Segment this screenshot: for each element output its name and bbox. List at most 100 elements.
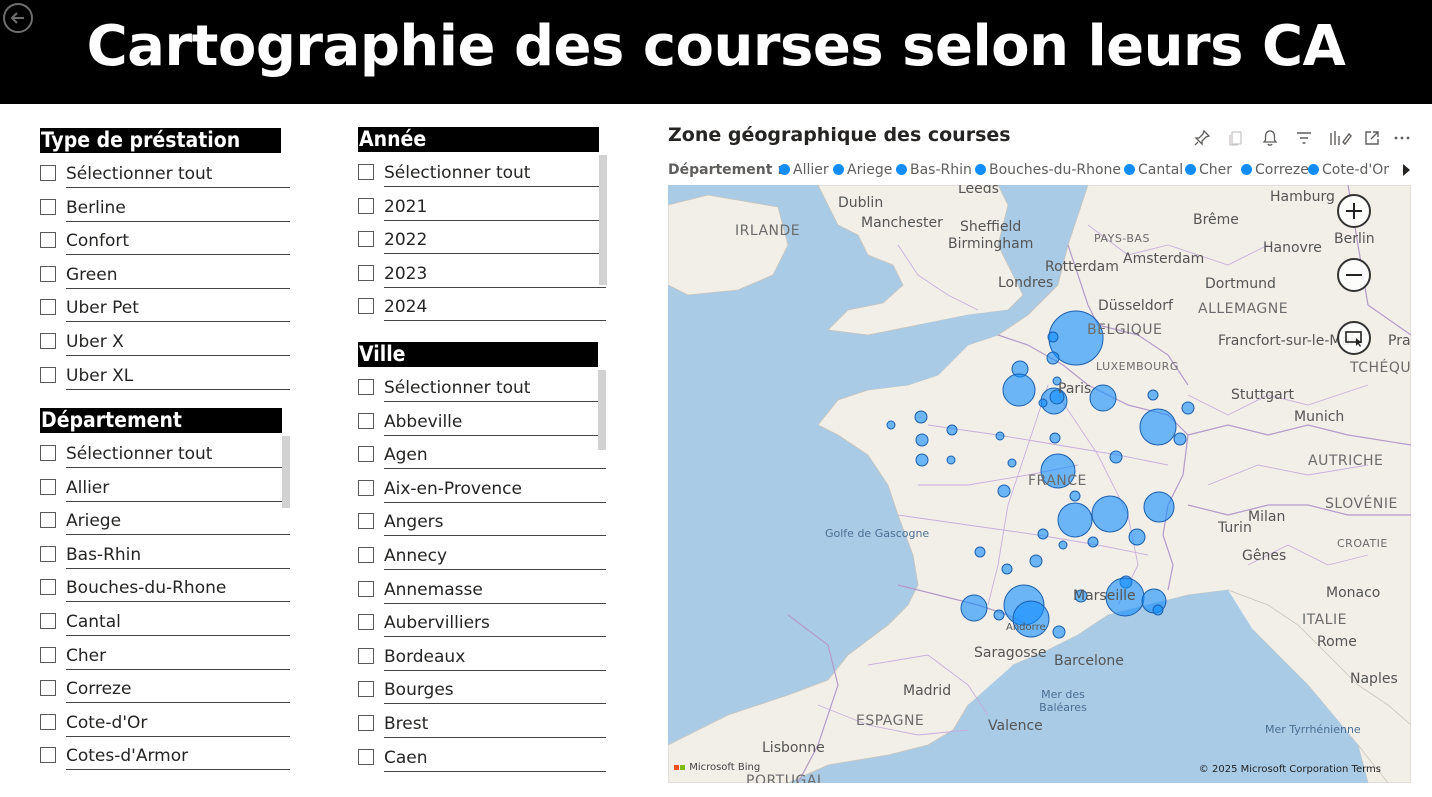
map-bubble[interactable] — [1143, 491, 1175, 523]
checkbox[interactable] — [358, 681, 374, 698]
map-bubble[interactable] — [1152, 604, 1164, 616]
slicer-option[interactable]: Bourges — [358, 677, 606, 707]
checkbox[interactable] — [40, 613, 56, 629]
checkbox[interactable] — [358, 580, 374, 597]
checkbox[interactable] — [358, 748, 374, 765]
bell-icon[interactable] — [1260, 128, 1280, 148]
more-options-icon[interactable] — [1392, 128, 1412, 148]
slicer-option[interactable]: Aubervilliers — [358, 610, 606, 640]
map-bubble[interactable] — [1038, 398, 1048, 408]
slicer-option[interactable]: Green — [40, 262, 290, 292]
map-bubble[interactable] — [1047, 331, 1059, 343]
checkbox[interactable] — [358, 547, 374, 563]
slicer-option[interactable]: Abbeville — [358, 409, 606, 439]
checkbox[interactable] — [358, 164, 374, 180]
map-bubble[interactable] — [1007, 458, 1017, 468]
zoom-out-button[interactable] — [1337, 258, 1371, 292]
map-bubble[interactable] — [1139, 408, 1177, 446]
map-bubble[interactable] — [1012, 600, 1050, 638]
slicer-option[interactable]: 2024 — [358, 294, 606, 324]
slicer-option[interactable]: Cher — [40, 643, 290, 673]
slicer-option[interactable]: Uber X — [40, 329, 290, 359]
map-bubble[interactable] — [1049, 432, 1061, 444]
checkbox[interactable] — [40, 265, 56, 282]
map-bubble[interactable] — [1046, 351, 1060, 365]
map-bubble[interactable] — [1091, 495, 1129, 533]
legend-item[interactable]: Ariege — [833, 160, 892, 180]
back-button[interactable] — [3, 3, 33, 33]
legend-next-arrow-icon[interactable] — [1403, 164, 1410, 176]
checkbox[interactable] — [358, 479, 374, 496]
checkbox[interactable] — [358, 298, 374, 315]
map-bubble[interactable] — [1037, 528, 1049, 540]
checkbox[interactable] — [358, 715, 374, 731]
slicer-option[interactable]: Annecy — [358, 543, 606, 573]
map-bubble[interactable] — [915, 453, 929, 467]
checkbox[interactable] — [40, 299, 56, 316]
slicer-option[interactable]: 2022 — [358, 227, 606, 257]
checkbox[interactable] — [40, 579, 56, 596]
slicer-scrollbar[interactable] — [599, 155, 607, 285]
checkbox[interactable] — [40, 680, 56, 697]
map-bubble[interactable] — [995, 431, 1005, 441]
map-bubble[interactable] — [1002, 373, 1036, 407]
checkbox[interactable] — [40, 646, 56, 663]
copy-icon[interactable] — [1226, 128, 1246, 148]
checkbox[interactable] — [358, 231, 374, 248]
map-bubble[interactable] — [1052, 625, 1066, 639]
slicer-option[interactable]: Uber XL — [40, 363, 290, 393]
select-area-button[interactable] — [1337, 321, 1371, 355]
select-all-option[interactable]: Sélectionner tout — [40, 441, 290, 471]
checkbox[interactable] — [358, 379, 374, 395]
map-bubble[interactable] — [1029, 554, 1043, 568]
checkbox[interactable] — [40, 545, 56, 562]
map-bubble[interactable] — [993, 609, 1005, 621]
slicer-option[interactable]: Bouches-du-Rhone — [40, 575, 290, 605]
checkbox[interactable] — [40, 165, 56, 181]
checkbox[interactable] — [40, 198, 56, 215]
map-bubble[interactable] — [1040, 453, 1076, 489]
map-bubble[interactable] — [946, 455, 956, 465]
focus-mode-icon[interactable] — [1362, 128, 1382, 148]
slicer-option[interactable]: Ariege — [40, 508, 290, 538]
map-bubble[interactable] — [886, 420, 896, 430]
slicer-option[interactable]: Caen — [358, 745, 606, 775]
checkbox[interactable] — [40, 747, 56, 764]
slicer-option[interactable]: Correze — [40, 676, 290, 706]
map-bubble[interactable] — [1181, 401, 1195, 415]
map-bubble[interactable] — [1109, 450, 1123, 464]
select-all-option[interactable]: Sélectionner tout — [358, 375, 606, 405]
map-copyright[interactable]: © 2025 Microsoft Corporation Terms — [1198, 764, 1381, 775]
checkbox[interactable] — [40, 333, 56, 349]
select-all-option[interactable]: Sélectionner tout — [40, 161, 290, 191]
checkbox[interactable] — [358, 614, 374, 631]
checkbox[interactable] — [40, 713, 56, 730]
checkbox[interactable] — [40, 512, 56, 529]
slicer-option[interactable]: Cote-d'Or — [40, 710, 290, 740]
slicer-option[interactable]: Brest — [358, 711, 606, 741]
checkbox[interactable] — [40, 445, 56, 461]
legend-item[interactable]: Cantal — [1124, 160, 1183, 180]
slicer-option[interactable]: Aix-en-Provence — [358, 476, 606, 506]
slicer-option[interactable]: Cotes-d'Armor — [40, 743, 290, 773]
slicer-scrollbar[interactable] — [598, 370, 606, 450]
map-bubble[interactable] — [1173, 432, 1187, 446]
map-bubble[interactable] — [997, 484, 1011, 498]
map-bubble[interactable] — [1074, 589, 1088, 603]
map-bubble[interactable] — [1049, 389, 1065, 405]
checkbox[interactable] — [40, 366, 56, 383]
map-bubble[interactable] — [974, 546, 986, 558]
map-bubble[interactable] — [1069, 490, 1081, 502]
checkbox[interactable] — [358, 264, 374, 281]
map-bubble[interactable] — [1001, 563, 1013, 575]
checkbox[interactable] — [358, 412, 374, 429]
checkbox[interactable] — [358, 513, 374, 530]
map-bubble[interactable] — [1128, 528, 1146, 546]
filter-icon[interactable] — [1294, 128, 1314, 148]
checkbox[interactable] — [40, 232, 56, 249]
map-bubble[interactable] — [915, 433, 929, 447]
slicer-option[interactable]: 2023 — [358, 261, 606, 291]
map-bubble[interactable] — [1052, 376, 1062, 386]
slicer-option[interactable]: Uber Pet — [40, 295, 290, 325]
select-all-option[interactable]: Sélectionner tout — [358, 160, 606, 190]
